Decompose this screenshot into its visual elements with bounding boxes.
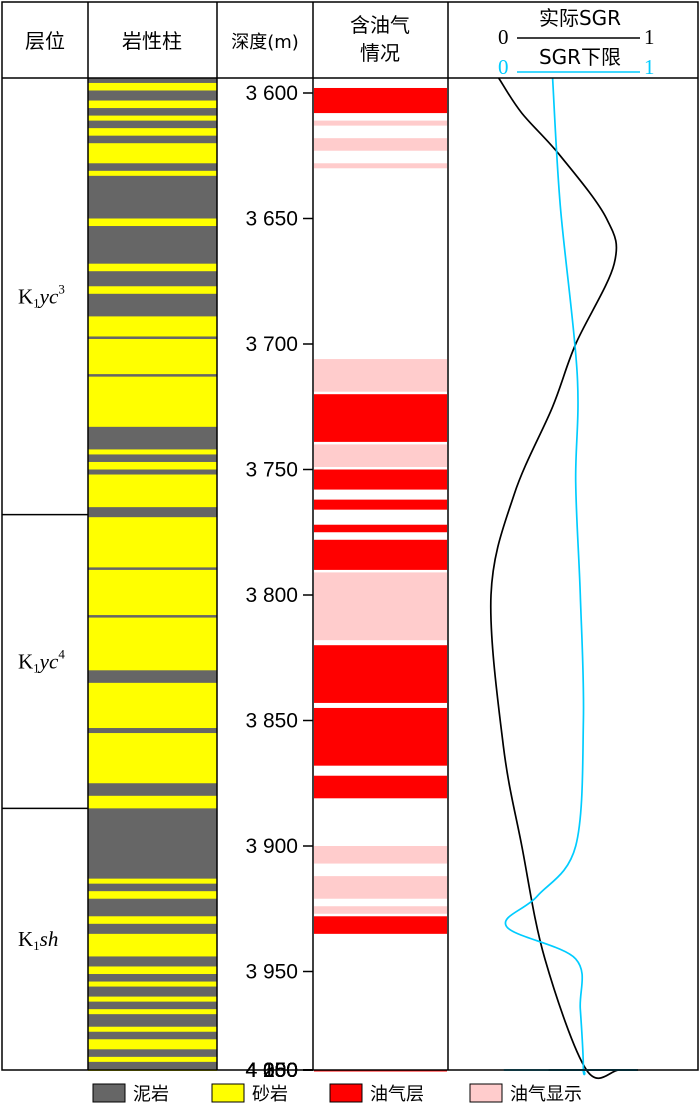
legend-label-0: 泥岩 (133, 1084, 169, 1105)
sandstone-bed-0 (88, 82, 217, 91)
oil-gas-show-1 (314, 138, 447, 151)
sandstone-bed-3 (88, 128, 217, 136)
sandstone-bed-16 (88, 569, 217, 616)
sandstone-bed-12 (88, 449, 217, 455)
oil-gas-show-0 (314, 120, 447, 126)
oil-gas-layer-9 (314, 916, 447, 934)
oil-gas-layer-7 (314, 707, 447, 766)
oil-gas-show-3 (314, 359, 447, 392)
header-oil-line1: 含油气 (350, 13, 410, 37)
sandstone-bed-7 (88, 263, 217, 272)
sandstone-bed-1 (88, 100, 217, 109)
sandstone-bed-5 (88, 170, 217, 176)
sandstone-bed-4 (88, 143, 217, 164)
header-lithology: 岩性柱 (122, 29, 182, 53)
depth-label-3: 3 750 (245, 459, 298, 482)
sandstone-bed-25 (88, 966, 217, 975)
sandstone-bed-30 (88, 1039, 217, 1050)
sandstone-bed-2 (88, 115, 217, 121)
depth-label-5: 3 850 (245, 710, 298, 733)
depth-axis: 3 600 3 650 3 700 3 750 3 800 3 850 3 900 3 950… (245, 82, 313, 1082)
depth-label-4: 3 800 (245, 584, 298, 607)
header-layer: 层位 (25, 29, 65, 53)
sandstone-bed-9 (88, 316, 217, 337)
legend-swatch-0 (92, 1083, 126, 1103)
sandstone-bed-11 (88, 376, 217, 427)
sandstone-bed-18 (88, 682, 217, 729)
formation-label-0: K1yc3 (18, 281, 65, 310)
sandstone-bed-27 (88, 996, 217, 1002)
oil-gas-show-8 (314, 906, 447, 914)
oil-gas-show-7 (314, 876, 447, 899)
formation-column: K1yc3 K1yc4 K1sh (2, 281, 88, 953)
sandstone-bed-29 (88, 1026, 217, 1032)
legend-swatch-1 (211, 1083, 245, 1103)
oil-gas-layer-0 (314, 87, 447, 114)
depth-label-7: 3 950 (245, 961, 298, 984)
legend-label-2: 油气层 (370, 1084, 424, 1105)
header-sgr-actual: 实际SGR (539, 6, 621, 30)
sandstone-bed-26 (88, 981, 217, 987)
sandstone-bed-6 (88, 218, 217, 227)
sgr-cyan-max: 1 (644, 55, 655, 79)
sandstone-bed-14 (88, 474, 217, 508)
oil-gas-layer-2 (314, 469, 447, 490)
oil-gas-layer-3 (314, 499, 447, 510)
oil-gas-layer-8 (314, 775, 447, 799)
depth-label-0: 3 600 (245, 82, 298, 105)
header-oil-line2: 情况 (360, 41, 400, 65)
sandstone-bed-24 (88, 933, 217, 957)
legend: 泥岩 砂岩 油气层 油气显示 (92, 1083, 582, 1105)
sandstone-bed-31 (88, 1056, 217, 1062)
sgr-limit-curve (503, 77, 638, 1076)
header-sgr-limit: SGR下限 (539, 45, 621, 69)
sgr-curves (489, 77, 639, 1079)
sgr-black-max: 1 (644, 25, 655, 49)
depth-label-6: 3 900 (245, 835, 298, 858)
legend-swatch-2 (329, 1083, 363, 1103)
formation-label-2: K1sh (18, 927, 58, 953)
oil-gas-show-4 (314, 444, 447, 467)
sandstone-bed-19 (88, 733, 217, 784)
oil-gas-show-6 (314, 846, 447, 864)
sandstone-bed-10 (88, 338, 217, 375)
formation-label-1: K1yc4 (18, 647, 65, 676)
table-frame (1, 1, 699, 1071)
legend-swatch-3 (469, 1083, 503, 1103)
sandstone-bed-20 (88, 795, 217, 809)
sandstone-bed-15 (88, 517, 217, 568)
oil-gas-column (314, 87, 447, 1072)
depth-label-1: 3 650 (245, 208, 298, 231)
lithology-column (88, 78, 217, 1071)
oil-gas-show-5 (314, 572, 447, 641)
header-depth: 深度(m) (231, 32, 299, 53)
oil-gas-layer-4 (314, 524, 447, 533)
legend-label-3: 油气显示 (510, 1084, 582, 1105)
sandstone-bed-13 (88, 461, 217, 470)
oil-gas-layer-1 (314, 394, 447, 442)
sandstone-bed-22 (88, 891, 217, 899)
sandstone-bed-17 (88, 617, 217, 671)
sgr-black-min: 0 (498, 25, 509, 49)
sandstone-bed-8 (88, 286, 217, 294)
oil-gas-layer-5 (314, 539, 447, 570)
oil-gas-show-2 (314, 163, 447, 169)
sandstone-bed-21 (88, 878, 217, 884)
sandstone-bed-28 (88, 1009, 217, 1015)
actual-sgr-curve (489, 77, 639, 1079)
oil-gas-layer-6 (314, 645, 447, 703)
sgr-cyan-min: 0 (498, 55, 509, 79)
legend-label-1: 砂岩 (252, 1084, 288, 1105)
depth-label-2: 3 700 (245, 333, 298, 356)
sandstone-bed-23 (88, 916, 217, 924)
